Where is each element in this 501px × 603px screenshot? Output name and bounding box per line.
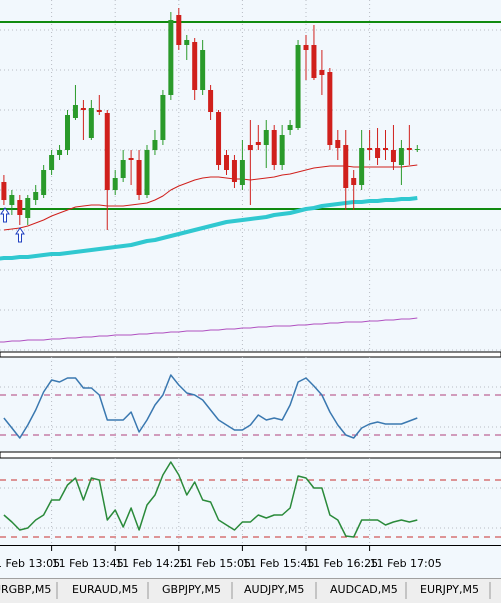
candle-body xyxy=(390,150,396,162)
candle-body xyxy=(96,110,102,112)
buy-arrow xyxy=(15,227,25,243)
candle-body xyxy=(343,145,349,188)
buy-arrow xyxy=(0,207,10,223)
candle-body xyxy=(104,113,110,190)
candle-body xyxy=(80,108,86,110)
candle-body xyxy=(263,130,269,145)
candle-body xyxy=(57,150,63,155)
symbol-tab[interactable]: AUDJPY,M5 xyxy=(244,583,304,596)
panel xyxy=(0,357,501,452)
x-tick-label: 11 Feb 15:05 xyxy=(179,557,251,570)
x-tick-label: 11 Feb 13:45 xyxy=(52,557,124,570)
x-tick-label: 11 Feb 13:05 xyxy=(0,557,60,570)
candle-body xyxy=(359,148,365,185)
candle-body xyxy=(192,42,198,90)
candle-body xyxy=(295,45,301,128)
candle-body xyxy=(208,90,214,112)
candle-body xyxy=(414,149,420,150)
candle-body xyxy=(176,15,182,45)
indicator-line xyxy=(3,164,418,231)
x-tick-label: 11 Feb 16:25 xyxy=(306,557,378,570)
candle-body xyxy=(9,195,15,205)
panel-separator xyxy=(0,451,501,459)
x-tick-label: 11 Feb 17:05 xyxy=(370,557,442,570)
candle-body xyxy=(65,115,70,150)
indicator-line xyxy=(3,374,418,439)
candle-body xyxy=(168,20,174,95)
candle-body xyxy=(144,150,150,195)
candle-body xyxy=(287,125,293,130)
x-tick-label: 11 Feb 14:25 xyxy=(115,557,187,570)
symbol-tab[interactable]: EURGBP,M5 xyxy=(0,583,51,596)
candle-body xyxy=(383,148,388,150)
candle-body xyxy=(327,72,333,145)
candle-body xyxy=(255,142,261,145)
candle-body xyxy=(41,170,47,195)
candle-body xyxy=(136,160,142,195)
candle-body xyxy=(152,140,158,150)
candle-body xyxy=(184,40,190,45)
symbol-tab[interactable]: AUDCAD,M5 xyxy=(330,583,398,596)
candle-body xyxy=(311,45,317,78)
candle-body xyxy=(398,148,404,165)
candle-body xyxy=(319,70,325,75)
panel-separator xyxy=(0,351,501,358)
candle-body xyxy=(25,198,31,218)
candle-body xyxy=(200,50,206,90)
chart-background xyxy=(0,0,501,578)
candle-body xyxy=(271,130,277,165)
candle-body xyxy=(231,160,237,182)
candle-body xyxy=(216,112,222,165)
candle-body xyxy=(367,148,373,150)
candle-body xyxy=(17,200,23,215)
candle-body xyxy=(160,95,166,140)
candle-body xyxy=(335,140,341,148)
indicator-line xyxy=(3,461,418,538)
candle-body xyxy=(279,135,285,165)
indicator-line xyxy=(0,317,418,343)
candle-body xyxy=(375,148,381,158)
candle-body xyxy=(247,145,253,150)
candle-body xyxy=(49,155,55,170)
symbol-tab[interactable]: EURAUD,M5 xyxy=(72,583,138,596)
symbol-tab[interactable]: GBPJPY,M5 xyxy=(162,583,221,596)
candle-body xyxy=(72,105,78,118)
candle-body xyxy=(88,108,94,138)
panel xyxy=(0,458,501,545)
x-tick-label: 11 Feb 15:45 xyxy=(242,557,314,570)
tab-bar xyxy=(0,578,501,603)
candle-body xyxy=(406,148,412,150)
candle-body xyxy=(128,158,134,160)
candle-body xyxy=(33,192,39,200)
candle-body xyxy=(112,178,118,190)
symbol-tab[interactable]: EURJPY,M5 xyxy=(420,583,479,596)
candle-body xyxy=(224,155,229,170)
candle-body xyxy=(120,160,126,178)
candle-body xyxy=(1,182,7,200)
panel xyxy=(0,0,501,352)
candle-body xyxy=(303,45,309,50)
candle-body xyxy=(351,178,357,185)
candle-body xyxy=(239,160,245,185)
